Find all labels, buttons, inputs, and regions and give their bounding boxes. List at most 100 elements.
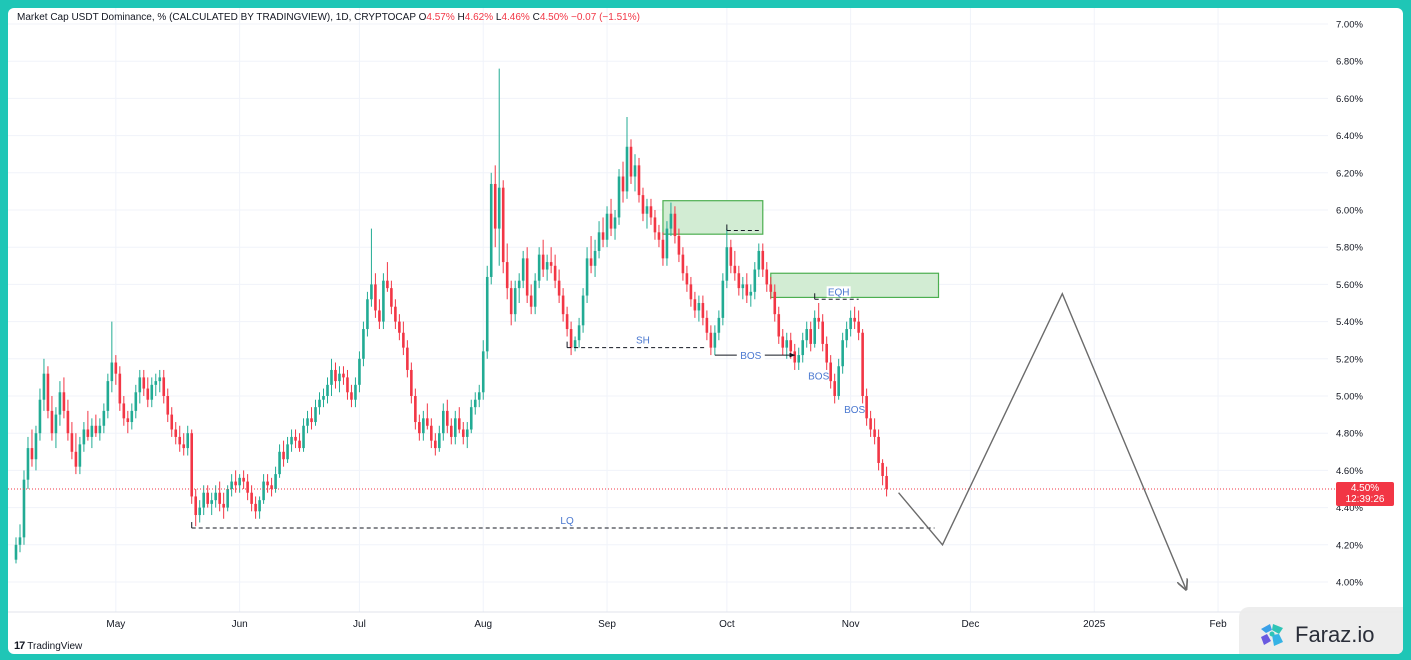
y-tick-label: 6.80% [1336,57,1363,68]
candle [617,169,621,225]
candle [414,388,417,430]
supply-zone [770,272,940,299]
candle [569,321,573,356]
candle [501,180,505,274]
candle [110,321,114,393]
candle [833,373,836,404]
x-tick-label: Jul [353,619,366,630]
candle [238,474,241,493]
candle-body [825,343,828,363]
candle-body [82,429,86,445]
candle-body [386,280,389,289]
candle [302,418,305,452]
candle-body [565,314,569,330]
chart-legend: Market Cap USDT Dominance, % (CALCULATED… [17,12,640,23]
candle [805,321,809,348]
candle-body [230,481,233,489]
candle-body [725,247,729,281]
candle [210,492,213,516]
candle [793,343,797,370]
candle-body [709,332,713,348]
candle [701,295,705,326]
candle-body [685,273,689,285]
candle [853,306,856,330]
candle [86,410,90,441]
candle-body [402,332,405,348]
candle [693,291,697,318]
candle-body [338,373,341,382]
candle [218,481,221,512]
grid [8,8,1328,612]
candle-body [262,481,265,501]
candle [370,228,373,307]
x-tick-label: Sep [598,619,616,630]
candle [322,388,325,408]
low-label: L [495,12,502,23]
candle-body [833,381,836,396]
x-tick-label: Feb [1209,619,1227,630]
candle-body [346,377,349,393]
candle-body [857,321,860,333]
candle-body [817,317,821,322]
tradingview-brand[interactable]: 17 TradingView [14,640,82,652]
candle-body [94,425,98,434]
supply-zone [662,200,764,235]
close-value: 4.50% [539,12,569,23]
candle-body [813,317,817,344]
candle [781,329,785,356]
level-label: SH [636,336,650,347]
candle [533,273,537,315]
candle [593,239,597,277]
candle [493,165,497,248]
candle-body [406,347,409,370]
candle-body [761,250,765,270]
candle-body [54,414,58,434]
bar-countdown: 12:39:26 [1345,494,1385,505]
candle [637,157,641,203]
candle [174,422,178,445]
candle [182,433,186,456]
candle-body [318,399,321,408]
candle [90,418,94,449]
candle-body [677,236,681,255]
candle [445,399,449,434]
candle [709,325,713,356]
candle [142,369,146,396]
candle-body [294,436,297,441]
candle-body [649,206,653,218]
puzzle-icon [1261,624,1283,646]
faraz-watermark: Faraz.io [1239,607,1403,654]
candle-body [394,306,397,322]
x-tick-label: Dec [962,619,980,630]
candle-body [461,429,465,437]
candle [653,210,657,240]
candle-body [765,269,769,285]
high-value: 4.62% [464,12,494,23]
candle [581,288,585,333]
candle [430,418,433,449]
y-tick-label: 4.20% [1336,540,1363,551]
candle [82,422,86,452]
candlestick-chart[interactable]: SH LQ EQH BOS BOS BOS 4.00% 4.20% 4.40% 4.60% 4.8… [8,8,1403,654]
candle [641,187,645,222]
candle-body [537,254,541,281]
candle [769,276,773,300]
candle [517,273,521,303]
candle-body [805,329,809,341]
candle-body [42,373,46,400]
candle-body [697,303,701,311]
candle-body [250,492,253,504]
candle-body [601,232,605,240]
candle-body [689,284,693,300]
y-tick-label: 5.40% [1336,317,1363,328]
level-label-bg [555,515,580,527]
candle [613,210,617,240]
candle-body [861,332,864,396]
candle [685,265,689,292]
level-label: EQH [828,287,850,298]
candle [166,388,170,423]
candle [545,254,549,281]
candle-body [553,265,557,281]
candle [230,474,233,497]
candle [382,273,385,330]
